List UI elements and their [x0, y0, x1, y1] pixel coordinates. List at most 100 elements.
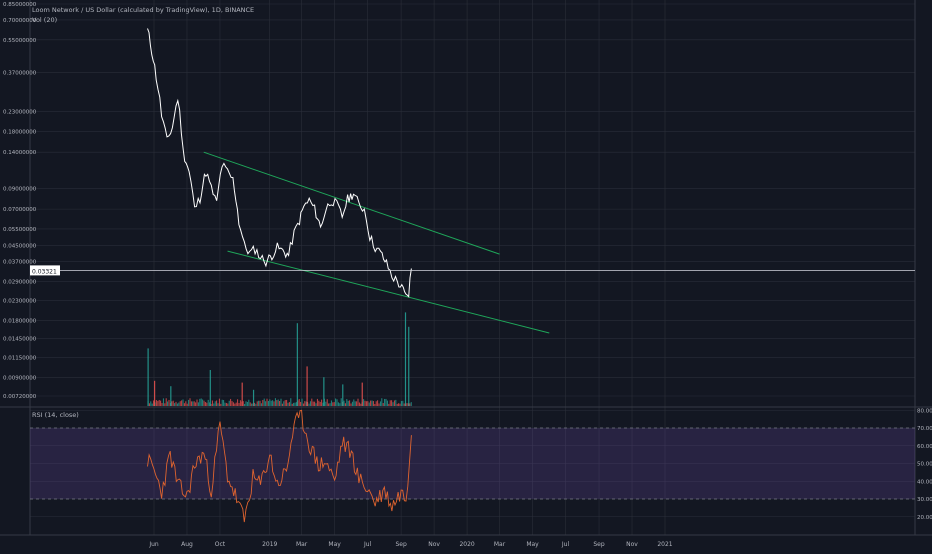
volume-bar	[249, 402, 251, 406]
volume-bar	[273, 401, 275, 406]
volume-bar	[290, 398, 292, 406]
volume-bar	[392, 402, 394, 406]
volume-bar	[211, 400, 213, 406]
volume-bar	[375, 401, 377, 406]
volume-bar	[410, 402, 412, 406]
volume-bar	[246, 401, 248, 406]
volume-bar	[283, 401, 285, 406]
volume-bar	[171, 401, 173, 406]
volume-bar	[217, 403, 219, 406]
volume-bar	[304, 401, 306, 406]
volume-bar	[155, 400, 157, 406]
volume-bar	[179, 401, 181, 406]
price-tick-label: 0.85000000	[3, 2, 37, 8]
volume-bar	[295, 402, 297, 406]
volume-bar	[178, 402, 180, 406]
price-tick-label: 0.02900000	[3, 280, 37, 286]
volume-bar	[326, 399, 328, 406]
rsi-tick-label: 80.00	[917, 408, 932, 414]
price-tick-label: 0.70000000	[3, 18, 37, 24]
volume-bar	[216, 400, 218, 406]
volume-bar	[287, 402, 289, 406]
rsi-band	[30, 427, 915, 500]
time-tick-label: Nov	[428, 541, 440, 548]
price-tick-label: 0.03700000	[3, 260, 37, 266]
volume-bar	[400, 401, 402, 406]
rsi-tick-label: 60.00	[917, 444, 932, 450]
volume-bar	[232, 402, 234, 406]
price-tick-label: 0.00900000	[3, 376, 37, 382]
volume-bar	[288, 402, 290, 406]
axes: 0.85000000 0.70000000 0.55000000 0.37000000…	[3, 2, 932, 548]
volume-spike-bar	[209, 370, 211, 406]
volume-bar	[181, 400, 183, 406]
volume-bar	[379, 401, 381, 406]
volume-bar	[349, 400, 351, 406]
time-tick-label: Mar	[494, 541, 506, 548]
volume-bar	[224, 402, 226, 406]
volume-bar	[340, 398, 342, 406]
price-series: 0.03321	[30, 28, 915, 298]
volume-bar	[370, 400, 372, 406]
price-tick-label: 0.37000000	[3, 70, 37, 76]
volume-bar	[238, 403, 240, 406]
time-tick-label: Sep	[593, 541, 605, 548]
time-tick-label: Jun	[148, 541, 159, 548]
volume-bar	[343, 400, 345, 406]
volume-bar	[315, 403, 317, 406]
volume-bar	[293, 402, 295, 406]
volume-bar	[207, 399, 209, 406]
volume-spike-bar	[154, 380, 156, 406]
price-tick-label: 0.09000000	[3, 186, 37, 192]
volume-bar	[190, 401, 192, 406]
volume-bar	[388, 403, 390, 406]
volume-bar	[175, 401, 177, 406]
volume-bar	[270, 400, 272, 406]
volume-bar	[403, 403, 405, 406]
volume-bar	[213, 403, 215, 406]
volume-bar	[193, 401, 195, 406]
volume-bar	[214, 401, 216, 406]
current-price-tag	[30, 265, 60, 276]
volume-bar	[242, 401, 244, 406]
upper-trendline	[203, 151, 500, 255]
volume-bar	[378, 403, 380, 406]
volume-bar	[227, 403, 229, 406]
volume-bar	[396, 403, 398, 406]
price-tick-label: 0.05500000	[3, 227, 37, 233]
volume-bar	[381, 398, 383, 406]
volume-bar	[204, 402, 206, 406]
volume-bar	[360, 403, 362, 406]
volume-bar	[302, 403, 304, 406]
time-tick-label: 2019	[262, 541, 277, 548]
volume-bar	[335, 398, 337, 406]
volume-bar	[280, 398, 282, 406]
volume-bar	[167, 401, 169, 406]
volume-bar	[321, 399, 323, 406]
volume-bar	[245, 401, 247, 406]
price-tick-label: 0.18000000	[3, 130, 37, 136]
volume-bar	[203, 400, 205, 406]
volume-bar	[200, 398, 202, 406]
volume-bar	[322, 402, 324, 406]
volume-bar	[151, 403, 153, 406]
volume-bar	[174, 403, 176, 406]
rsi-tick-label: 70.00	[917, 426, 932, 432]
time-tick-label: 2021	[657, 541, 672, 548]
volume-bar	[225, 402, 227, 406]
volume-bar	[279, 400, 281, 406]
volume-label: Vol (20)	[32, 16, 58, 24]
volume-bar	[221, 399, 223, 406]
volume-bar	[148, 403, 150, 406]
volume-bar	[406, 403, 408, 406]
time-tick-label: Mar	[296, 541, 308, 548]
volume-bar	[269, 399, 271, 406]
volume-bar	[391, 400, 393, 406]
chart-title: Loom Network / US Dollar (calculated by …	[32, 6, 255, 14]
volume-bar	[253, 402, 255, 406]
volume-bar	[237, 399, 239, 406]
volume-bar	[244, 403, 246, 406]
volume-bar	[197, 402, 199, 406]
